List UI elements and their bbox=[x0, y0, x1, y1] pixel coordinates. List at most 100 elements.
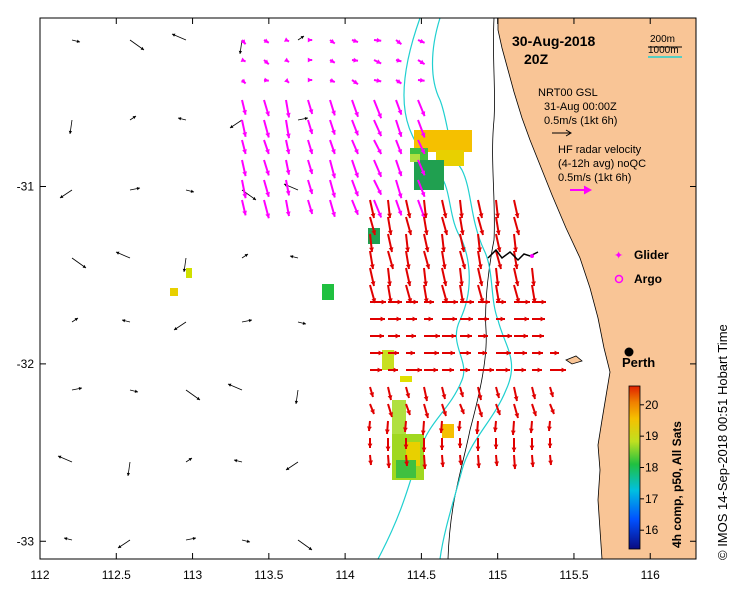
isobath-200m bbox=[447, 18, 495, 559]
plot-frame bbox=[39, 17, 697, 560]
radar-arrow-head bbox=[529, 445, 535, 450]
y-axis-ticks: -31 -32 -33 bbox=[17, 180, 696, 548]
model-arrow-head bbox=[244, 254, 248, 258]
model-arrow-head bbox=[228, 383, 232, 387]
radar-arrow-head bbox=[423, 230, 429, 235]
radar-arrow-head bbox=[388, 247, 394, 252]
gsl-arrow-head bbox=[397, 210, 403, 216]
radar-arrow-head bbox=[438, 428, 444, 433]
radar-arrow-head bbox=[442, 281, 448, 286]
gsl-arrow-head bbox=[396, 79, 402, 84]
radar-arrow-head bbox=[477, 247, 482, 252]
nrt-scale: 0.5m/s (1kt 6h) bbox=[544, 115, 617, 127]
radar-arrow-head bbox=[387, 213, 392, 218]
radar-arrow-head bbox=[549, 392, 555, 397]
radar-arrow-head bbox=[442, 411, 447, 416]
radar-arrow-head bbox=[417, 367, 422, 373]
radar-arrow-head bbox=[384, 429, 390, 434]
model-arrow-head bbox=[58, 455, 62, 459]
colorbar-tick-label: 17 bbox=[645, 492, 659, 506]
radar-arrow-head bbox=[514, 213, 520, 218]
radar-arrow-head bbox=[550, 409, 555, 414]
radar-arrow-head bbox=[522, 350, 527, 356]
gsl-arrow-head bbox=[397, 109, 403, 115]
gsl-arrow-head bbox=[285, 133, 291, 139]
radar-arrow-head bbox=[405, 247, 410, 252]
radar-arrow-head bbox=[478, 213, 484, 218]
gsl-arrow-head bbox=[242, 109, 247, 115]
radar-arrow-head bbox=[367, 426, 372, 431]
radar-arrow-head bbox=[406, 213, 412, 218]
gsl-arrow-head bbox=[240, 39, 246, 45]
gsl-arrow-head bbox=[397, 193, 403, 199]
radar-arrow-head bbox=[532, 411, 537, 416]
radar-arrow-head bbox=[410, 350, 415, 356]
gsl-arrow-head bbox=[263, 59, 269, 65]
radar-arrow-head bbox=[510, 430, 516, 435]
y-tick-label: -31 bbox=[17, 180, 35, 194]
radar-arrow-head bbox=[387, 281, 392, 286]
radar-arrow-head bbox=[367, 443, 373, 448]
radar-arrow-head bbox=[495, 230, 501, 235]
credit-text: © IMOS 14-Sep-2018 00:51 Hobart Time bbox=[715, 324, 730, 560]
radar-arrow-head bbox=[370, 409, 375, 414]
radar-arrow-head bbox=[523, 333, 528, 339]
radar-arrow-head bbox=[514, 281, 520, 286]
gsl-arrow-head bbox=[420, 191, 426, 197]
radar-arrow-head bbox=[413, 299, 418, 305]
radar-arrow-head bbox=[496, 247, 502, 252]
model-arrow-head bbox=[126, 472, 131, 476]
colorbar-tick-label: 19 bbox=[645, 429, 659, 443]
land-mass bbox=[497, 18, 696, 559]
gsl-arrow-head bbox=[376, 37, 382, 43]
radar-arrow-head bbox=[386, 463, 392, 468]
x-tick-label: 116 bbox=[641, 568, 660, 582]
radar-arrow-head bbox=[483, 333, 488, 339]
x-tick-label: 113.5 bbox=[254, 568, 283, 582]
radar-arrow-head bbox=[421, 447, 427, 452]
radar-arrow-head bbox=[420, 430, 426, 435]
radar-arrow-head bbox=[405, 264, 411, 269]
isobath-label-200: 200m bbox=[650, 34, 675, 45]
radar-arrow-head bbox=[506, 350, 511, 356]
radar-arrow-head bbox=[485, 299, 490, 305]
radar-arrow-head bbox=[495, 281, 500, 286]
rottnest-island bbox=[565, 355, 583, 365]
x-tick-label: 112.5 bbox=[102, 568, 131, 582]
gsl-arrow-head bbox=[329, 38, 335, 44]
colorbar-ticks: 16 17 18 19 20 bbox=[640, 398, 659, 537]
radar-arrow-head bbox=[478, 281, 484, 286]
model-arrow-head bbox=[302, 321, 306, 325]
gsl-arrow-head bbox=[265, 132, 270, 138]
gsl-arrow-head bbox=[331, 110, 336, 116]
model-arrow-head bbox=[122, 319, 126, 323]
gsl-arrow-head bbox=[329, 78, 335, 83]
gsl-arrow-head bbox=[397, 131, 403, 137]
radar-arrow-head bbox=[428, 316, 433, 322]
gsl-arrow-head bbox=[377, 131, 382, 137]
radar-arrow-head bbox=[440, 462, 446, 467]
gsl-arrow-head bbox=[283, 37, 289, 42]
gsl-arrow-head bbox=[353, 38, 358, 43]
x-tick-label: 114 bbox=[336, 568, 355, 582]
radar-arrow-head bbox=[475, 446, 481, 451]
radar-arrow-head bbox=[513, 247, 518, 252]
radar-arrow-head bbox=[441, 264, 447, 269]
radar-arrow-head bbox=[458, 460, 463, 465]
radar-arrow-head bbox=[442, 213, 448, 218]
radar-arrow-head bbox=[385, 446, 391, 451]
model-arrow-head bbox=[140, 46, 144, 50]
radar-arrow-head bbox=[397, 299, 402, 305]
radar-arrow-head bbox=[425, 264, 431, 269]
radar-arrow-head bbox=[459, 392, 465, 397]
radar-arrow-head bbox=[460, 409, 465, 414]
gsl-arrow-head bbox=[265, 213, 271, 219]
gsl-arrow-head bbox=[420, 132, 426, 138]
radar-arrow-head bbox=[395, 333, 400, 339]
radar-arrow-head bbox=[459, 213, 464, 218]
gsl-arrow-head bbox=[397, 149, 403, 154]
model-arrow-head bbox=[76, 39, 80, 43]
gsl-arrow-head bbox=[308, 169, 314, 174]
radar-arrow-head bbox=[439, 445, 445, 450]
